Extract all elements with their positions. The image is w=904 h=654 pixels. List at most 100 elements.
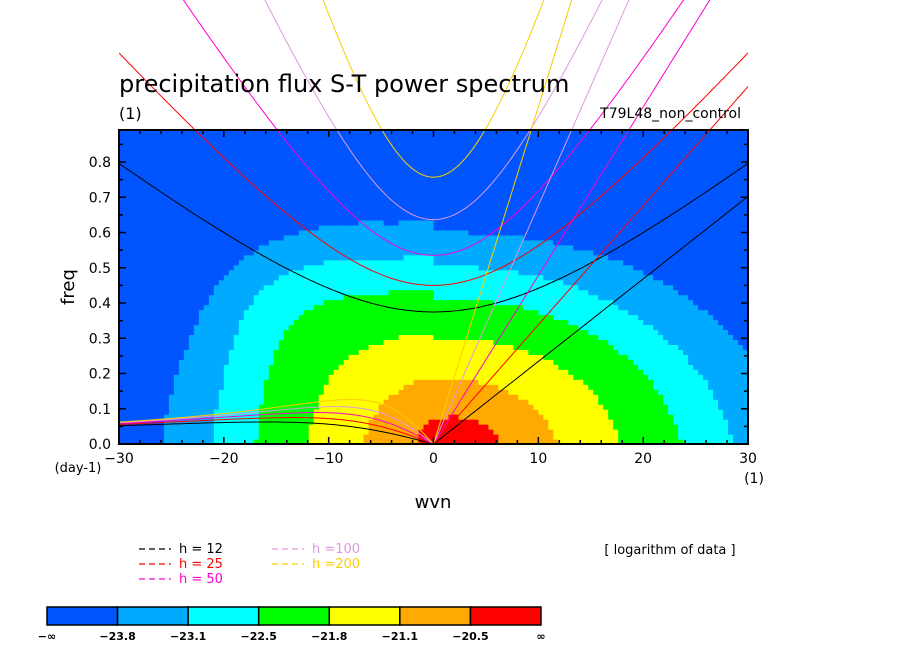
contour-cell [308, 274, 315, 281]
contour-cell [278, 379, 285, 385]
contour-cell [388, 224, 395, 231]
contour-cell [268, 339, 275, 346]
contour-cell [238, 264, 245, 271]
contour-cell [188, 135, 195, 141]
contour-cell [293, 264, 300, 271]
contour-cell [503, 150, 509, 156]
contour-cell [348, 419, 355, 425]
contour-cell [183, 304, 190, 311]
contour-cell [308, 130, 315, 136]
contour-cell [443, 180, 450, 186]
contour-cell [403, 334, 410, 341]
contour-cell [448, 140, 455, 146]
contour-cell [148, 274, 155, 281]
contour-cell [508, 175, 514, 181]
contour-cell [478, 389, 485, 395]
contour-cell [358, 439, 365, 444]
contour-cell [503, 145, 509, 151]
contour-cell [153, 384, 160, 390]
contour-cell [119, 349, 125, 355]
contour-cell [483, 209, 490, 216]
contour-cell [403, 299, 410, 306]
contour-cell [178, 145, 185, 151]
contour-cell [493, 339, 499, 346]
contour-cell [428, 349, 435, 355]
contour-cell [388, 314, 395, 321]
contour-cell [233, 399, 240, 405]
contour-cell [283, 140, 290, 146]
contour-cell [443, 404, 450, 410]
contour-cell [373, 214, 380, 221]
contour-cell [383, 344, 390, 350]
contour-cell [448, 334, 455, 341]
contour-cell [328, 419, 335, 425]
contour-cell [213, 264, 220, 271]
contour-cell [398, 195, 405, 201]
contour-cell [193, 359, 200, 365]
contour-cell [263, 394, 270, 400]
contour-cell [148, 279, 155, 286]
contour-cell [443, 219, 450, 226]
contour-cell [168, 339, 175, 346]
contour-cell [288, 344, 295, 350]
contour-cell [133, 379, 140, 385]
contour-cell [233, 394, 240, 400]
contour-cell [503, 299, 509, 306]
contour-cell [443, 389, 450, 395]
contour-cell [238, 160, 245, 166]
contour-cell [313, 389, 320, 395]
contour-cell [428, 294, 435, 301]
contour-cell [208, 294, 215, 301]
contour-cell [123, 249, 130, 256]
contour-cell [243, 254, 250, 261]
contour-cell [203, 429, 210, 435]
contour-cell [293, 289, 300, 296]
contour-cell [463, 239, 470, 246]
contour-cell [208, 155, 215, 161]
contour-cell [213, 339, 220, 346]
contour-cell [358, 135, 365, 141]
contour-cell [488, 175, 494, 181]
contour-cell [278, 145, 285, 151]
contour-cell [383, 199, 390, 206]
contour-cell [403, 384, 410, 390]
contour-cell [158, 329, 165, 336]
contour-cell [308, 324, 315, 331]
contour-cell [373, 324, 380, 331]
contour-cell [503, 289, 509, 296]
contour-cell [493, 249, 499, 256]
contour-cell [318, 384, 325, 390]
contour-cell [318, 239, 325, 246]
contour-cell [358, 379, 365, 385]
contour-cell [233, 379, 240, 385]
contour-cell [123, 274, 130, 281]
contour-cell [498, 384, 504, 390]
contour-cell [448, 344, 455, 350]
contour-cell [119, 404, 125, 410]
contour-cell [458, 219, 465, 226]
contour-cell [358, 249, 365, 256]
contour-cell [393, 299, 400, 306]
contour-cell [148, 359, 155, 365]
contour-cell [448, 145, 455, 151]
contour-cell [258, 379, 265, 385]
contour-cell [198, 254, 205, 261]
contour-cell [408, 214, 415, 221]
contour-cell [393, 264, 400, 271]
contour-cell [263, 364, 270, 370]
contour-cell [238, 384, 245, 390]
contour-cell [423, 214, 430, 221]
contour-cell [158, 234, 165, 241]
contour-cell [493, 140, 499, 146]
contour-cell [198, 394, 205, 400]
contour-cell [318, 249, 325, 256]
contour-cell [138, 304, 145, 311]
contour-cell [463, 180, 470, 186]
contour-cell [483, 185, 490, 191]
contour-cell [378, 309, 385, 316]
contour-cell [318, 274, 325, 281]
contour-cell [373, 224, 380, 231]
contour-cell [283, 324, 290, 331]
contour-cell [248, 439, 255, 444]
contour-cell [493, 429, 499, 435]
